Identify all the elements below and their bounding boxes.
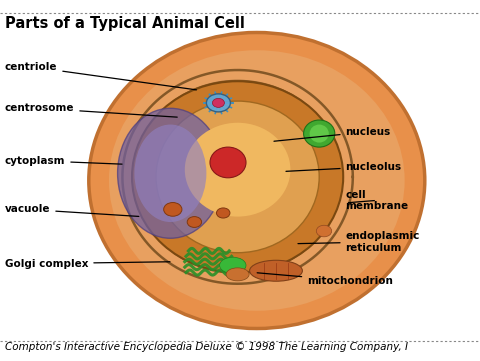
Ellipse shape	[316, 225, 332, 237]
Text: mitochondrion: mitochondrion	[257, 273, 393, 286]
Ellipse shape	[156, 101, 319, 253]
Text: vacuole: vacuole	[5, 204, 139, 217]
Ellipse shape	[210, 147, 246, 178]
Text: cell
membrane: cell membrane	[346, 190, 409, 211]
Ellipse shape	[185, 123, 290, 217]
Ellipse shape	[310, 125, 329, 143]
Ellipse shape	[164, 203, 182, 216]
Ellipse shape	[226, 268, 249, 281]
Text: nucleus: nucleus	[274, 127, 391, 141]
Text: Compton's Interactive Encyclopedia Deluxe © 1998 The Learning Company, I: Compton's Interactive Encyclopedia Delux…	[5, 342, 408, 352]
Ellipse shape	[132, 81, 343, 273]
Ellipse shape	[250, 260, 302, 281]
Ellipse shape	[118, 108, 223, 238]
Ellipse shape	[206, 94, 230, 112]
Ellipse shape	[109, 50, 405, 311]
Ellipse shape	[89, 32, 425, 329]
Text: Parts of a Typical Animal Cell: Parts of a Typical Animal Cell	[5, 16, 245, 31]
Text: centrosome: centrosome	[5, 103, 177, 117]
Text: endoplasmic
reticulum: endoplasmic reticulum	[298, 231, 420, 253]
Text: nucleolus: nucleolus	[286, 162, 402, 172]
Ellipse shape	[134, 125, 206, 222]
Ellipse shape	[220, 257, 246, 274]
Text: centriole: centriole	[5, 62, 196, 90]
Text: cytoplasm: cytoplasm	[5, 156, 122, 166]
Ellipse shape	[216, 208, 230, 218]
Ellipse shape	[187, 217, 202, 227]
Ellipse shape	[212, 98, 225, 108]
Text: Golgi complex: Golgi complex	[5, 258, 170, 269]
Ellipse shape	[304, 120, 335, 147]
